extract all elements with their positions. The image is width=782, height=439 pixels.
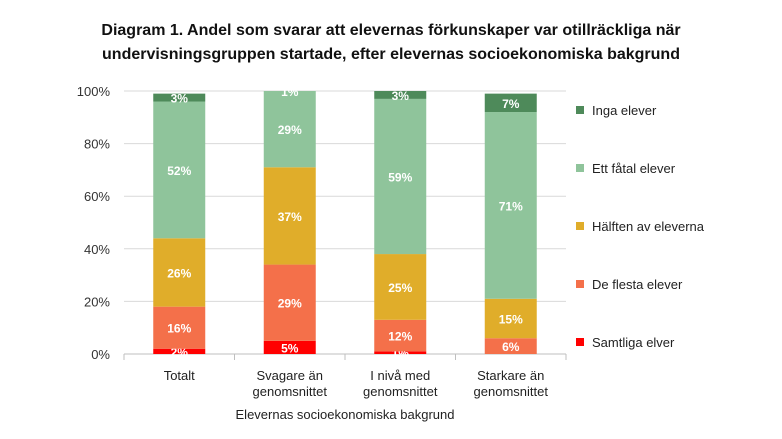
x-tick-label: Svagare än <box>257 368 324 383</box>
bar-segment <box>484 298 537 339</box>
data-label: 29% <box>278 123 302 137</box>
data-label: 25% <box>388 281 412 295</box>
bar-segment <box>153 306 206 349</box>
y-tick-label: 100% <box>77 84 111 99</box>
bar-segment <box>484 338 537 354</box>
legend-swatch <box>576 164 584 172</box>
x-tick-label: genomsnittet <box>363 384 438 399</box>
bar-segment <box>484 112 537 299</box>
data-label: 12% <box>388 330 412 344</box>
data-label: 1% <box>281 85 299 99</box>
data-label: 37% <box>278 210 302 224</box>
data-label: 15% <box>499 312 523 326</box>
bar-segment <box>153 348 206 354</box>
data-label: 29% <box>278 297 302 311</box>
bar-segment <box>263 264 316 341</box>
legend-label: Hälften av eleverna <box>592 219 705 234</box>
x-tick-label: I nivå med <box>370 368 430 383</box>
bar-segment <box>153 238 206 307</box>
y-tick-label: 80% <box>84 137 110 152</box>
x-tick-label: genomsnittet <box>474 384 549 399</box>
chart-title-line-2: undervisningsgruppen startade, efter ele… <box>102 46 680 63</box>
data-label: 3% <box>392 89 410 103</box>
bar-segment <box>263 340 316 354</box>
legend-label: Samtliga elver <box>592 335 675 350</box>
chart-title-line-1: Diagram 1. Andel som svarar att eleverna… <box>101 22 681 39</box>
bar-segment <box>374 319 427 352</box>
bar-segment <box>153 101 206 239</box>
y-tick-label: 0% <box>91 347 110 362</box>
legend-label: Inga elever <box>592 103 657 118</box>
x-tick-label: Starkare än <box>477 368 544 383</box>
data-label: 71% <box>499 199 523 213</box>
data-label: 59% <box>388 170 412 184</box>
y-tick-label: 20% <box>84 294 110 309</box>
data-label: 16% <box>167 322 191 336</box>
bar-segment <box>484 93 537 113</box>
bar-segment <box>263 167 316 265</box>
bar-segment <box>374 91 427 99</box>
legend-swatch <box>576 106 584 114</box>
x-tick-label: Totalt <box>164 368 195 383</box>
data-label: 6% <box>502 340 520 354</box>
legend-label: Ett fåtal elever <box>592 161 676 176</box>
legend-label: De flesta elever <box>592 277 683 292</box>
y-tick-label: 40% <box>84 242 110 257</box>
data-label: 2% <box>171 345 189 359</box>
x-tick-label: genomsnittet <box>253 384 328 399</box>
bar-segment <box>374 254 427 320</box>
data-label: 5% <box>281 341 299 355</box>
data-label: 3% <box>171 92 189 106</box>
bar-segment <box>374 351 427 354</box>
bar-segment <box>374 98 427 255</box>
data-label: 26% <box>167 266 191 280</box>
data-label: 7% <box>502 97 520 111</box>
y-tick-label: 60% <box>84 189 110 204</box>
bar-segment <box>153 93 206 102</box>
legend-swatch <box>576 280 584 288</box>
legend-swatch <box>576 338 584 346</box>
data-label: 52% <box>167 164 191 178</box>
x-axis-title: Elevernas socioekonomiska bakgrund <box>236 407 455 422</box>
legend-swatch <box>576 222 584 230</box>
bar-segment <box>263 91 316 168</box>
